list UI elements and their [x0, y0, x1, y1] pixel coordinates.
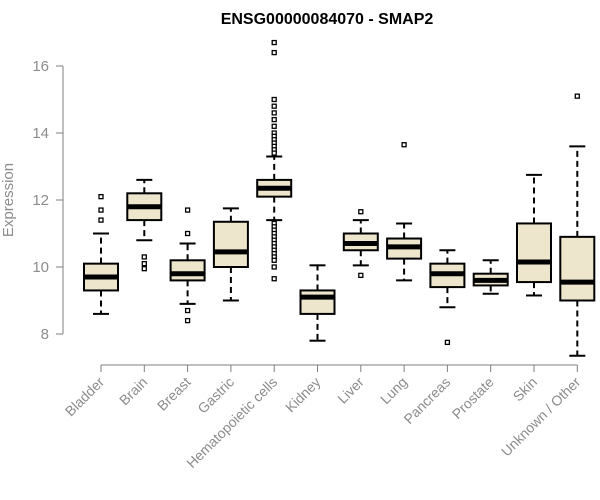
- y-tick-label: 16: [32, 58, 49, 75]
- box-group: [516, 173, 552, 297]
- chart-title: ENSG00000084070 - SMAP2: [221, 11, 434, 28]
- outlier-point: [98, 217, 104, 223]
- outlier-point: [444, 339, 451, 346]
- outlier-point: [98, 207, 104, 213]
- outlier-point: [271, 103, 277, 109]
- outlier-point: [358, 272, 364, 279]
- box-group: [342, 209, 379, 279]
- outlier-point: [574, 93, 580, 99]
- x-tick-label: Gastric: [194, 374, 237, 417]
- x-tick-label: Liver: [334, 374, 367, 407]
- outlier-point: [141, 254, 147, 260]
- box-group: [169, 207, 206, 324]
- y-tick-label: 12: [32, 192, 49, 209]
- box-group: [429, 249, 466, 346]
- x-tick-label: Lung: [377, 374, 410, 407]
- box-group: [83, 193, 119, 315]
- x-tick-label: Brain: [116, 374, 150, 408]
- box-group: [212, 207, 249, 302]
- outlier-point: [358, 209, 364, 215]
- box-group: [126, 178, 163, 272]
- outlier-point: [271, 257, 277, 263]
- box-group: [559, 93, 596, 357]
- box-group: [386, 142, 423, 282]
- outlier-point: [401, 142, 407, 148]
- x-tick-label: Prostate: [449, 374, 497, 422]
- box-group: [299, 264, 336, 342]
- outlier-point: [271, 150, 277, 156]
- outlier-point: [184, 317, 191, 324]
- box-iqr: [169, 259, 206, 282]
- y-tick-label: 14: [32, 125, 49, 142]
- x-tick-label: Breast: [154, 374, 194, 414]
- box-group: [472, 259, 509, 295]
- outlier-point: [271, 116, 277, 123]
- outlier-point: [271, 276, 277, 282]
- box-iqr: [559, 235, 596, 302]
- box-iqr: [299, 289, 336, 315]
- box-iqr: [516, 222, 552, 284]
- x-tick-label: Skin: [510, 374, 541, 405]
- outlier-point: [271, 123, 277, 129]
- outlier-point: [271, 264, 277, 270]
- x-tick-label: Unknown / Other: [498, 374, 584, 460]
- box-group: [256, 39, 293, 282]
- outlier-point: [98, 193, 104, 200]
- outlier-point: [184, 207, 191, 213]
- outlier-point: [184, 230, 191, 237]
- box-iqr: [212, 220, 249, 268]
- x-tick-label: Bladder: [62, 374, 108, 420]
- outlier-point: [271, 49, 277, 56]
- outlier-point: [271, 96, 277, 103]
- outlier-point: [141, 260, 147, 267]
- outlier-point: [184, 307, 191, 314]
- x-tick-label: Kidney: [282, 374, 324, 416]
- y-axis-label: Expression: [0, 163, 17, 237]
- outlier-point: [271, 110, 277, 116]
- x-tick-label: Pancreas: [400, 374, 453, 427]
- box-series: [83, 39, 596, 357]
- y-tick-label: 8: [41, 326, 49, 343]
- outlier-point: [141, 266, 147, 272]
- y-tick-label: 10: [32, 259, 49, 276]
- outlier-point: [271, 39, 277, 46]
- y-axis: 8 10 12 14 16: [32, 58, 64, 343]
